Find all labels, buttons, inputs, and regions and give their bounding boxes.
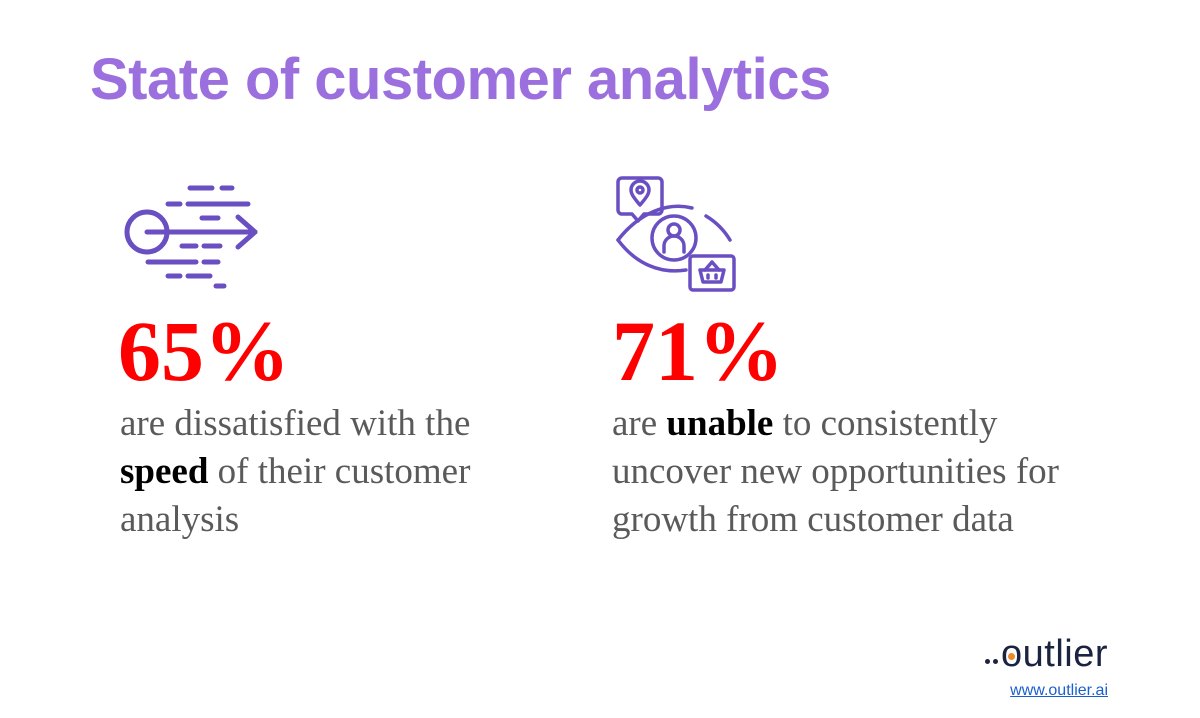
speed-arrow-icon xyxy=(120,180,265,292)
logo-letters: utlier xyxy=(1022,633,1108,675)
outlier-logo: outlier xyxy=(984,632,1108,676)
stat-description-speed: are dissatisfied with the speed of their… xyxy=(120,400,560,544)
stat-description-opportunities: are unable to consistently uncover new o… xyxy=(612,400,1092,544)
description-text: to consistently uncover new opportunitie… xyxy=(612,403,1059,540)
eye-customer-insight-icon xyxy=(610,172,740,294)
logo-letter-o: o xyxy=(1000,633,1023,675)
slide-title: State of customer analytics xyxy=(90,47,831,112)
stat-value-speed: 65% xyxy=(118,303,290,399)
description-emphasis: speed xyxy=(120,451,209,492)
logo-wordmark: outlier xyxy=(1001,632,1108,676)
description-text: are dissatisfied with the xyxy=(120,403,471,444)
website-link[interactable]: www.outlier.ai xyxy=(1010,682,1108,699)
description-text: are xyxy=(612,403,667,444)
description-text: of their customer analysis xyxy=(120,451,471,540)
stat-value-opportunities: 71% xyxy=(612,303,784,399)
logo-dots-icon xyxy=(984,658,998,664)
description-emphasis: unable xyxy=(666,403,774,444)
